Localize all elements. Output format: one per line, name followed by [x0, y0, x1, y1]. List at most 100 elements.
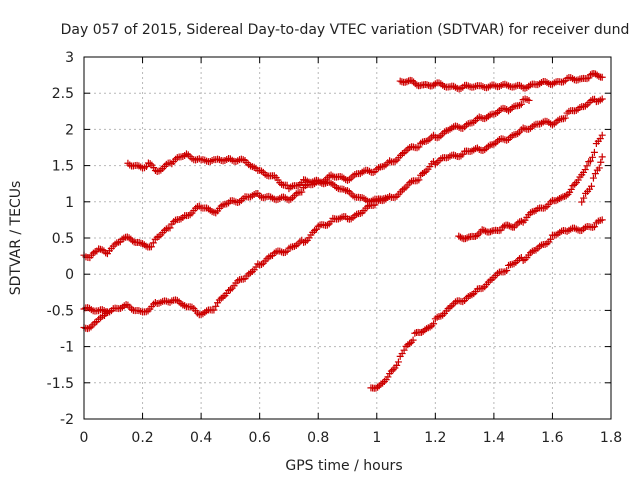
data-point — [569, 182, 577, 190]
data-point — [239, 195, 247, 203]
data-point — [113, 239, 121, 247]
data-point — [516, 101, 524, 109]
data-point — [135, 307, 143, 315]
y-tick-label: 1.5 — [52, 159, 74, 175]
x-tick-label: 1 — [372, 430, 381, 446]
data-point — [129, 237, 137, 245]
series-trace-h — [578, 153, 606, 206]
x-tick-label: 0.2 — [131, 430, 153, 446]
data-point — [410, 78, 418, 86]
data-point — [451, 83, 459, 91]
y-tick-label: 1 — [65, 195, 74, 211]
plot-frame — [83, 56, 612, 420]
data-point — [510, 260, 518, 268]
data-point — [409, 336, 417, 344]
data-point — [470, 118, 478, 126]
data-point — [261, 170, 269, 178]
data-point — [408, 77, 416, 85]
data-point — [157, 166, 165, 174]
data-point — [430, 81, 438, 89]
x-axis-label: GPS time / hours — [285, 458, 402, 474]
data-point — [223, 155, 231, 163]
y-tick-label: 0.5 — [52, 231, 74, 247]
data-point — [581, 166, 589, 174]
data-point — [459, 298, 467, 306]
data-point — [473, 232, 481, 240]
data-point — [396, 77, 404, 85]
x-tick-label: 0.4 — [190, 430, 212, 446]
chart-title: Day 057 of 2015, Sidereal Day-to-day VTE… — [61, 22, 630, 38]
data-point — [505, 222, 513, 230]
data-point — [559, 115, 567, 123]
data-point — [323, 221, 331, 229]
data-point — [554, 116, 562, 124]
data-point — [281, 248, 289, 256]
data-point — [543, 240, 551, 248]
data-point — [598, 131, 606, 139]
data-point — [415, 143, 423, 151]
series-trace-b — [80, 95, 533, 262]
data-point — [559, 78, 567, 86]
data-point — [265, 253, 273, 261]
data-point — [173, 296, 181, 304]
x-tick-label: 0.6 — [249, 430, 271, 446]
y-tick-label: -0.5 — [47, 303, 74, 319]
y-tick-label: -1 — [60, 340, 74, 356]
data-points — [80, 69, 606, 392]
data-point — [598, 216, 606, 224]
data-point — [270, 172, 278, 180]
data-point — [177, 215, 185, 223]
data-point — [184, 151, 192, 159]
x-tick-label: 1.4 — [483, 430, 505, 446]
data-point — [446, 303, 454, 311]
data-point — [580, 194, 588, 202]
data-point — [162, 225, 170, 233]
data-point — [456, 233, 464, 241]
data-point — [401, 78, 409, 86]
data-point — [588, 153, 596, 161]
data-point — [349, 213, 357, 221]
data-point — [413, 177, 421, 185]
x-tick-label: 1.8 — [600, 430, 622, 446]
data-point — [234, 157, 242, 165]
data-point — [287, 195, 295, 203]
data-point — [457, 85, 465, 93]
data-point — [344, 187, 351, 195]
y-tick-label: -2 — [60, 412, 74, 428]
data-point — [424, 137, 432, 144]
data-point — [208, 157, 216, 165]
data-point — [215, 156, 223, 164]
data-point — [598, 153, 606, 161]
data-point — [587, 157, 595, 165]
grid — [84, 57, 611, 419]
data-point — [400, 346, 408, 354]
data-point — [374, 383, 382, 391]
y-axis-label: SDTVAR / TECUs — [8, 181, 24, 296]
data-point — [597, 158, 605, 166]
data-point — [598, 73, 606, 81]
data-point — [236, 198, 244, 206]
data-point — [292, 241, 300, 249]
data-point — [149, 239, 157, 247]
data-point — [567, 185, 575, 193]
data-point — [504, 221, 512, 229]
data-point — [239, 275, 247, 283]
data-point — [562, 192, 570, 200]
data-point — [430, 320, 438, 328]
data-point — [353, 210, 361, 218]
data-point — [147, 243, 155, 251]
data-point — [587, 182, 595, 190]
data-point — [583, 75, 591, 83]
series-trace-c — [80, 95, 606, 319]
data-point — [517, 100, 525, 108]
data-point — [423, 81, 431, 89]
data-point — [526, 124, 534, 132]
data-point — [195, 155, 203, 163]
data-point — [201, 156, 209, 164]
data-point — [501, 268, 509, 276]
data-point — [230, 197, 238, 205]
data-point — [574, 76, 582, 84]
data-point — [464, 82, 472, 90]
data-point — [210, 306, 218, 314]
